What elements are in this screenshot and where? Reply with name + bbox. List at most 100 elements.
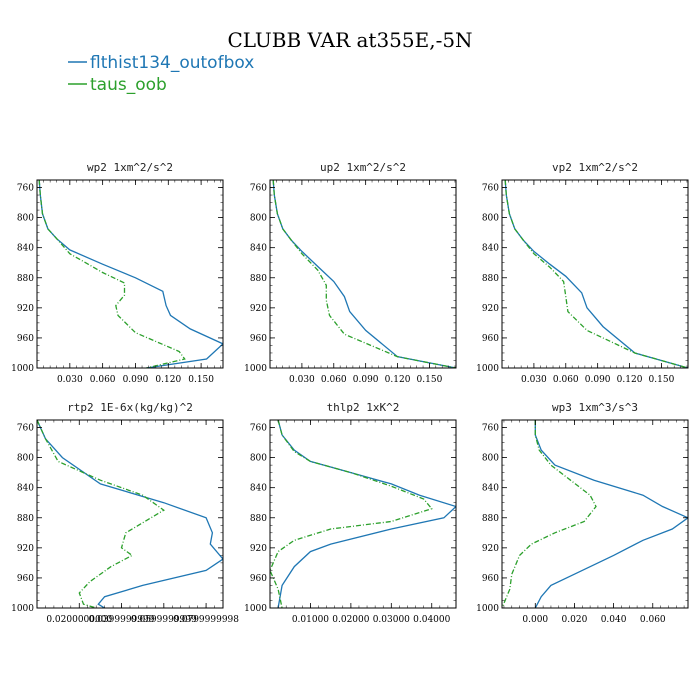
x-tick-label-vp2: 0.090: [585, 375, 611, 385]
y-tick-label-thlp2: 760: [250, 424, 267, 434]
y-tick-label-wp2: 840: [17, 244, 34, 254]
x-tick-label-up2: 0.150: [417, 375, 443, 385]
panel-wp3: wp3 1xm^3/s^3 760 800 840 880 920 960 1000 0.000…: [476, 401, 689, 625]
y-tick-label-vp2: 960: [482, 334, 499, 344]
y-tick-label-wp3: 960: [482, 574, 499, 584]
panels: wp2 1xm^2/s^2 760 800 840 880 920 960 1000 0.030…: [11, 161, 689, 625]
y-tick-label-rtp2: 840: [17, 484, 34, 494]
panel-title-wp2: wp2 1xm^2/s^2: [87, 161, 173, 174]
y-tick-label-vp2: 840: [482, 244, 499, 254]
x-tick-label-vp2: 0.060: [553, 375, 579, 385]
panel-title-vp2: vp2 1xm^2/s^2: [552, 161, 638, 174]
x-tick-label-wp2: 0.030: [57, 375, 83, 385]
panel-up2: up2 1xm^2/s^2 760 800 840 880 920 960 1000 0.030…: [244, 161, 457, 385]
y-tick-label-vp2: 880: [482, 274, 499, 284]
y-tick-label-wp3: 880: [482, 514, 499, 524]
series-line-taus-oob-wp2: [38, 180, 186, 368]
plot-frame-vp2: [501, 179, 689, 369]
legend-label-taus-oob: taus_oob: [90, 75, 167, 95]
legend: flthist134_outofbox taus_oob: [68, 53, 254, 95]
x-tick-label-up2: 0.120: [385, 375, 411, 385]
x-tick-label-up2: 0.090: [353, 375, 379, 385]
y-tick-label-vp2: 1000: [476, 364, 499, 374]
series-line-flthist134-vp2: [504, 180, 688, 368]
series-line-taus-oob-wp3: [502, 420, 597, 608]
panel-thlp2: thlp2 1xK^2 760 800 840 880 920 960 1000 0.01000…: [244, 401, 457, 625]
y-tick-label-up2: 920: [250, 304, 267, 314]
y-tick-label-wp3: 920: [482, 544, 499, 554]
plot-frame-up2: [269, 179, 457, 369]
x-tick-label-wp2: 0.120: [155, 375, 181, 385]
y-tick-label-thlp2: 920: [250, 544, 267, 554]
y-tick-label-rtp2: 880: [17, 514, 34, 524]
x-tick-label-wp3: 0.020: [562, 615, 588, 625]
x-tick-label-rtp2: 0.0599999999: [131, 615, 197, 625]
y-tick-label-up2: 880: [250, 274, 267, 284]
y-tick-label-rtp2: 1000: [11, 604, 34, 614]
y-tick-label-wp3: 760: [482, 424, 499, 434]
series-line-taus-oob-rtp2: [37, 420, 165, 608]
y-tick-label-wp2: 760: [17, 184, 34, 194]
series-line-flthist134-rtp2: [37, 420, 223, 608]
y-tick-label-rtp2: 760: [17, 424, 34, 434]
panel-wp2: wp2 1xm^2/s^2 760 800 840 880 920 960 1000 0.030…: [11, 161, 224, 385]
y-tick-label-wp2: 800: [17, 214, 34, 224]
y-tick-label-vp2: 800: [482, 214, 499, 224]
series-line-taus-oob-thlp2: [270, 420, 433, 608]
x-tick-label-thlp2: 0.01000: [292, 615, 329, 625]
series-line-flthist134-up2: [272, 180, 456, 368]
legend-label-flthist134: flthist134_outofbox: [90, 53, 254, 73]
y-tick-label-up2: 800: [250, 214, 267, 224]
y-tick-label-thlp2: 880: [250, 514, 267, 524]
x-tick-label-rtp2: 0.0399999999: [89, 615, 155, 625]
x-tick-label-rtp2: 0.0200000000: [46, 615, 112, 625]
y-tick-label-wp2: 1000: [11, 364, 34, 374]
y-tick-label-rtp2: 960: [17, 574, 34, 584]
x-tick-label-thlp2: 0.03000: [373, 615, 410, 625]
figure-title: CLUBB VAR at355E,-5N: [227, 28, 472, 52]
x-tick-label-wp3: 0.040: [601, 615, 627, 625]
plot-frame-wp3: [501, 419, 689, 609]
y-tick-label-up2: 760: [250, 184, 267, 194]
y-tick-label-wp2: 880: [17, 274, 34, 284]
series-line-flthist134-wp2: [38, 180, 223, 368]
y-tick-label-thlp2: 1000: [244, 604, 267, 614]
x-tick-label-up2: 0.030: [289, 375, 315, 385]
x-tick-label-up2: 0.060: [321, 375, 347, 385]
y-tick-label-rtp2: 920: [17, 544, 34, 554]
panel-rtp2: rtp2 1E-6x(kg/kg)^2 760 800 840 880 920 960 100…: [11, 401, 239, 625]
panel-title-wp3: wp3 1xm^3/s^3: [552, 401, 638, 414]
plot-frame-wp2: [36, 179, 224, 369]
panel-vp2: vp2 1xm^2/s^2 760 800 840 880 920 960 1000 0.030…: [476, 161, 689, 385]
series-line-taus-oob-up2: [272, 180, 456, 368]
y-tick-label-up2: 1000: [244, 364, 267, 374]
series-line-flthist134-wp3: [534, 420, 688, 608]
x-tick-label-thlp2: 0.04000: [413, 615, 450, 625]
plot-frame-thlp2: [269, 419, 457, 609]
x-tick-label-wp2: 0.090: [123, 375, 149, 385]
x-tick-label-wp2: 0.150: [188, 375, 214, 385]
panel-title-rtp2: rtp2 1E-6x(kg/kg)^2: [67, 401, 193, 414]
y-tick-label-thlp2: 800: [250, 454, 267, 464]
x-tick-label-wp2: 0.060: [90, 375, 116, 385]
y-tick-label-wp2: 960: [17, 334, 34, 344]
x-tick-label-thlp2: 0.02000: [332, 615, 369, 625]
y-tick-label-wp3: 1000: [476, 604, 499, 614]
y-tick-label-wp3: 840: [482, 484, 499, 494]
series-line-taus-oob-vp2: [504, 180, 688, 368]
panel-title-up2: up2 1xm^2/s^2: [320, 161, 406, 174]
y-tick-label-wp3: 800: [482, 454, 499, 464]
x-tick-label-vp2: 0.120: [617, 375, 643, 385]
y-tick-label-up2: 960: [250, 334, 267, 344]
y-tick-label-vp2: 920: [482, 304, 499, 314]
y-tick-label-thlp2: 840: [250, 484, 267, 494]
x-tick-label-wp3: 0.000: [522, 615, 548, 625]
y-tick-label-vp2: 760: [482, 184, 499, 194]
y-tick-label-thlp2: 960: [250, 574, 267, 584]
x-tick-label-vp2: 0.150: [649, 375, 675, 385]
x-tick-label-wp3: 0.060: [640, 615, 666, 625]
y-tick-label-up2: 840: [250, 244, 267, 254]
x-tick-label-vp2: 0.030: [521, 375, 547, 385]
series-line-flthist134-thlp2: [277, 420, 456, 608]
